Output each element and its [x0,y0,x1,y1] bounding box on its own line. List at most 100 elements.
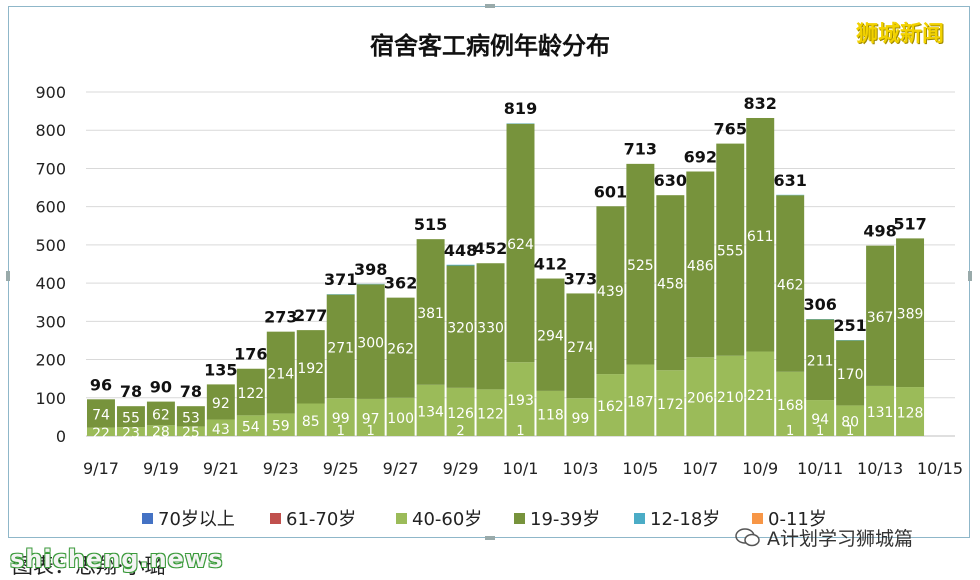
total-label: 362 [384,274,417,293]
y-tick-label: 200 [35,351,66,370]
data-label: 274 [567,340,594,356]
total-label: 517 [893,214,926,233]
data-label: 92 [212,396,230,412]
data-label: 55 [122,411,140,427]
data-label: 624 [507,237,534,253]
x-tick-label: 10/5 [622,459,658,478]
data-label: 59 [272,419,290,435]
data-label: 23 [122,426,140,442]
y-tick-label: 0 [56,427,66,446]
legend-swatch [514,513,525,524]
data-label: 128 [897,406,924,422]
data-label: 458 [657,277,684,293]
x-tick-label: 9/23 [263,459,299,478]
data-label: 462 [777,277,804,293]
data-label: 320 [447,321,474,337]
total-label: 277 [294,306,327,325]
data-label: 221 [747,388,774,404]
legend-item: 40-60岁 [396,505,482,531]
total-label: 515 [414,215,447,234]
x-tick-label: 9/17 [83,459,119,478]
data-label: 1 [367,424,375,439]
total-label: 630 [654,171,687,190]
total-label: 765 [714,120,747,139]
x-tick-label: 10/7 [682,459,718,478]
total-label: 398 [354,260,387,279]
data-label: 206 [687,391,714,407]
x-tick-label: 10/9 [742,459,778,478]
data-label: 168 [777,398,804,414]
data-label: 439 [597,284,624,300]
data-label: 53 [182,410,200,426]
data-label: 170 [837,367,864,383]
data-label: 187 [627,394,654,410]
y-tick-label: 300 [35,312,66,331]
total-label: 692 [684,148,717,167]
total-label: 448 [444,241,477,260]
wechat-icon [735,528,761,548]
total-label: 601 [594,182,627,201]
legend-item: 70岁以上 [142,505,235,531]
x-tick-label: 10/13 [857,459,903,478]
data-label: 611 [747,229,774,245]
data-label: 62 [152,407,170,423]
bars: 2274962355782862902553784392135541221765… [87,94,927,442]
data-label: 2 [456,424,464,439]
data-label: 74 [92,407,110,423]
total-label: 371 [324,270,357,289]
data-label: 172 [657,397,684,413]
data-label: 367 [867,310,894,326]
data-label: 193 [507,393,534,409]
legend-label: 61-70岁 [286,505,356,531]
data-label: 525 [627,258,654,274]
data-label: 118 [537,407,564,423]
data-label: 122 [237,386,264,402]
data-label: 211 [807,354,834,370]
total-label: 373 [564,269,597,288]
legend-swatch [752,513,763,524]
y-tick-label: 400 [35,274,66,293]
data-label: 134 [417,404,444,420]
y-tick-label: 700 [35,159,66,178]
data-label: 1 [337,424,345,439]
data-label: 25 [182,425,200,441]
data-label: 192 [297,361,324,377]
data-label: 43 [212,422,230,438]
legend-swatch [142,513,153,524]
data-label: 262 [387,342,414,358]
total-label: 78 [120,382,142,401]
total-label: 412 [534,255,567,274]
data-label: 300 [357,336,384,352]
bar-segment [447,265,475,266]
data-label: 100 [387,411,414,427]
data-label: 28 [152,425,170,441]
x-tick-label: 9/21 [203,459,239,478]
total-label: 96 [90,375,112,394]
x-tick-label: 9/27 [383,459,419,478]
total-label: 273 [264,308,297,327]
data-label: 381 [417,306,444,322]
legend-item: 61-70岁 [270,505,356,531]
legend-item: 12-18岁 [634,505,720,531]
watermark-text: shicheng.news [10,545,223,573]
legend-swatch [396,513,407,524]
y-tick-label: 800 [35,121,66,140]
x-tick-label: 10/3 [562,459,598,478]
data-label: 214 [267,367,294,383]
data-label: 389 [897,307,924,323]
data-label: 330 [477,320,504,336]
legend-label: 19-39岁 [530,505,600,531]
legend-label: 12-18岁 [650,505,720,531]
total-label: 631 [773,171,806,190]
data-label: 486 [687,258,714,274]
data-label: 1 [846,424,854,439]
wechat-account-label: A计划学习狮城篇 [735,524,913,551]
y-tick-label: 100 [35,389,66,408]
data-label: 122 [477,407,504,423]
legend-item: 19-39岁 [514,505,600,531]
total-label: 251 [833,316,866,335]
total-label: 819 [504,99,537,118]
legend-label: 70岁以上 [158,505,235,531]
total-label: 135 [204,360,237,379]
